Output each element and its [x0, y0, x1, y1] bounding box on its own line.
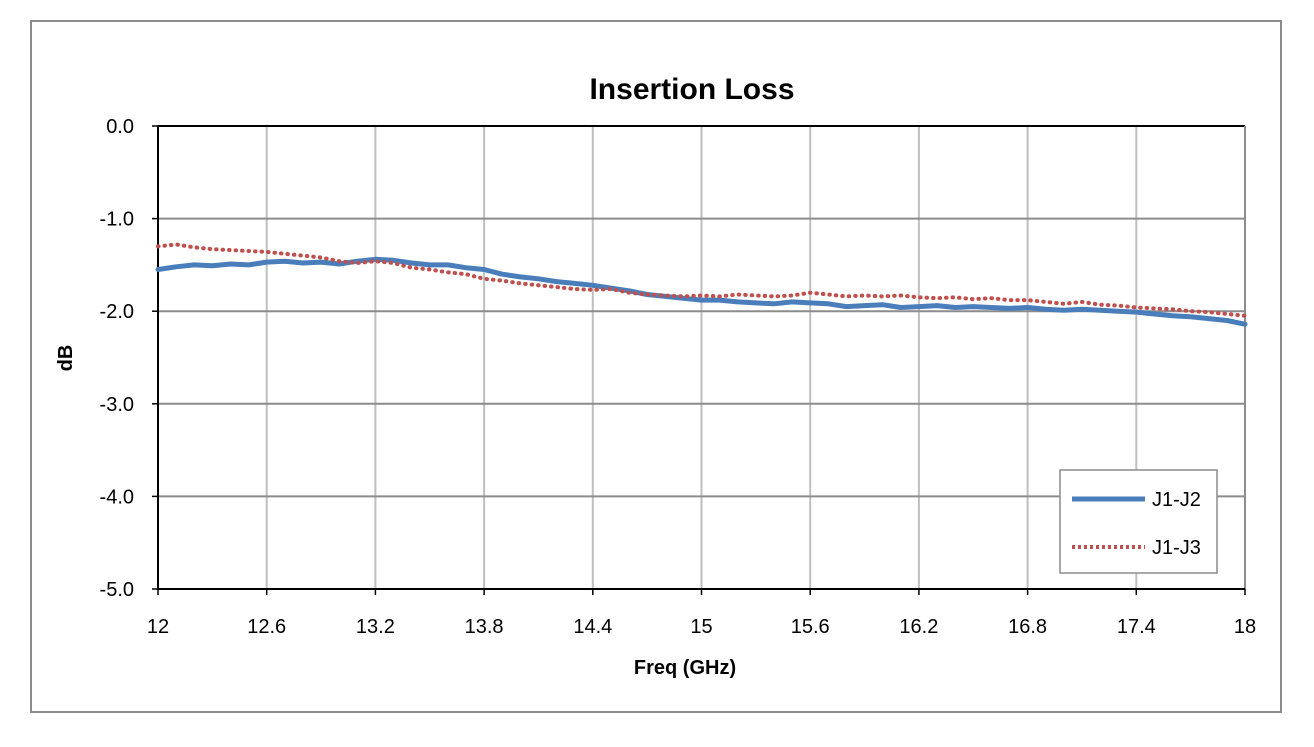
y-tick-label: 0.0 [106, 116, 134, 138]
y-tick-label: -5.0 [100, 579, 134, 601]
chart-frame [30, 20, 1282, 713]
x-tick-label: 15 [690, 616, 712, 638]
x-tick-label: 18 [1234, 616, 1256, 638]
y-tick-label: -2.0 [100, 301, 134, 323]
y-tick-label: -3.0 [100, 394, 134, 416]
series-lines [155, 242, 1248, 327]
x-tick-label: 17.4 [1117, 616, 1156, 638]
legend-box [1059, 469, 1218, 574]
y-tick-label: -1.0 [100, 209, 134, 231]
legend-label-j1-j3: J1-J3 [1152, 537, 1201, 559]
legend-label-j1-j2: J1-J2 [1152, 489, 1201, 511]
x-tick-label: 13.2 [356, 616, 395, 638]
axes: 0.0 -1.0 -2.0 -3.0 -4.0 -5.0 12 12.6 13.2 13.8 14.… [100, 116, 1257, 638]
legend: J1-J2 J1-J3 [1059, 469, 1218, 574]
series-line-j1-j2 [155, 256, 1248, 327]
chart-title: Insertion Loss [589, 73, 794, 106]
x-tick-label: 14.4 [573, 616, 612, 638]
x-tick-label: 13.8 [465, 616, 504, 638]
x-tick-label: 16.2 [899, 616, 938, 638]
y-axis-title: dB [55, 345, 77, 372]
x-tick-label: 16.8 [1008, 616, 1047, 638]
x-tick-label: 15.6 [791, 616, 830, 638]
x-tick-label: 12 [147, 616, 169, 638]
x-axis-title: Freq (GHz) [634, 657, 736, 679]
y-tick-label: -4.0 [100, 486, 134, 508]
series-line-j1-j3 [156, 242, 1247, 318]
x-tick-label: 12.6 [247, 616, 286, 638]
